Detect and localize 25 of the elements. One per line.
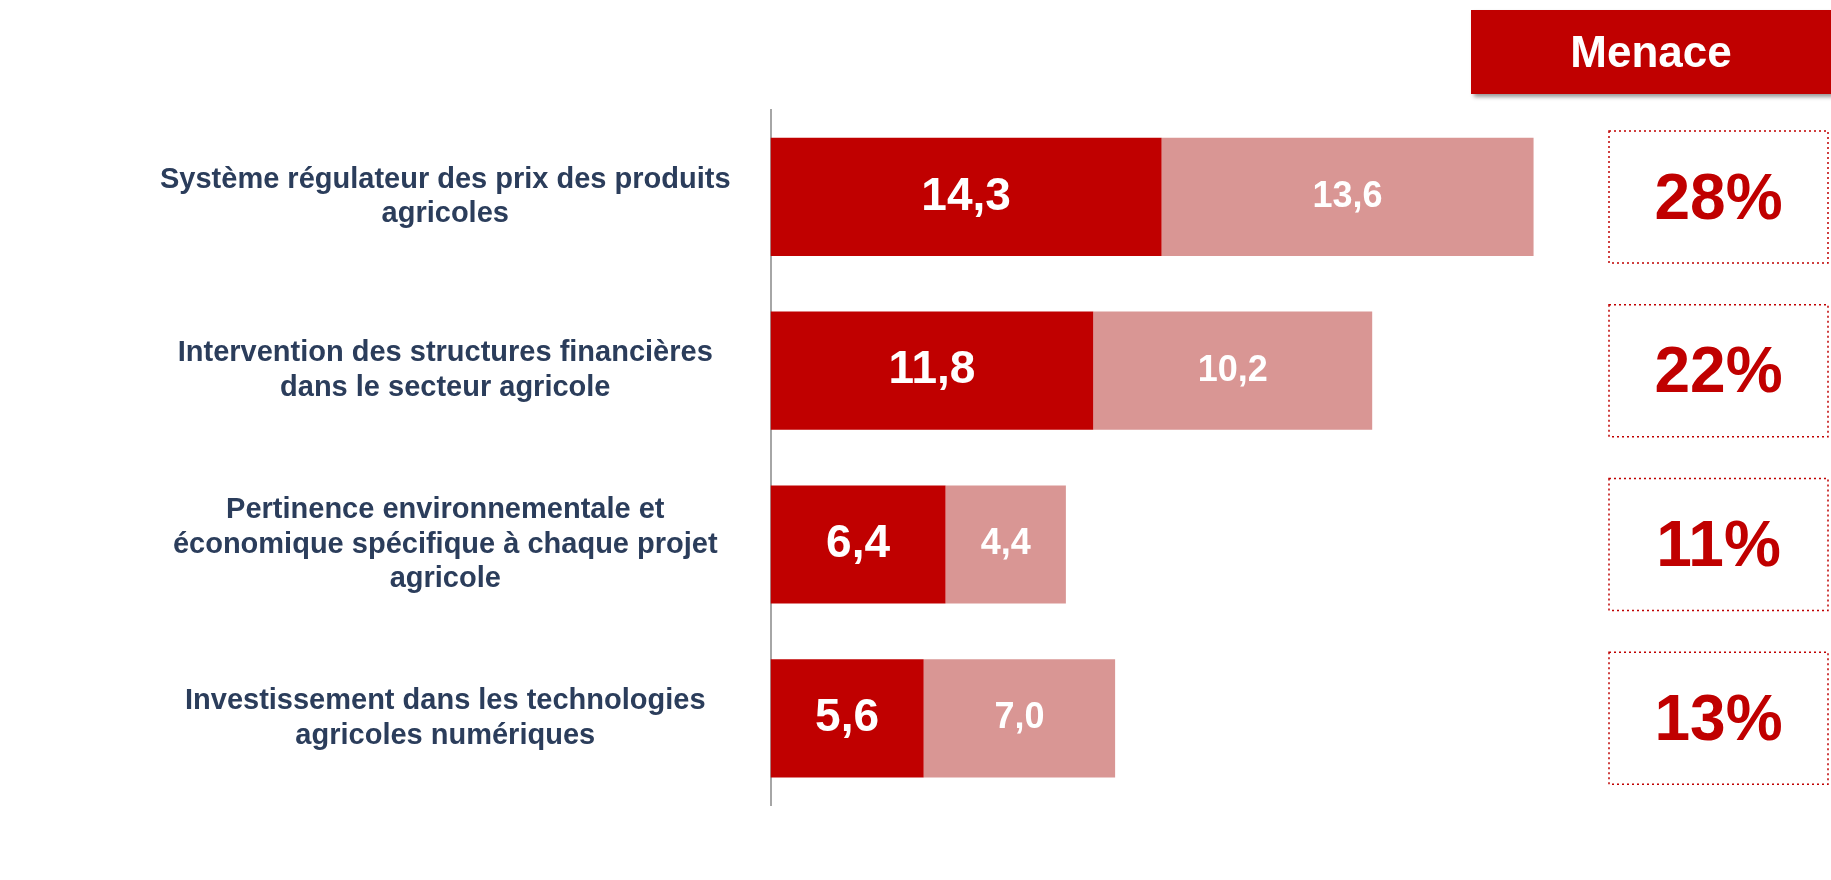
data-label: 14,3 [921, 167, 1011, 220]
bar [923, 659, 1116, 778]
y-tick-label: Intervention des structures financières dans le secteur agricole [177, 335, 713, 403]
data-label: 4,4 [980, 521, 1031, 563]
y-tick-label: Système régulateur des prix des produits agricoles [160, 161, 731, 229]
data-label: 5,6 [815, 688, 880, 741]
text: 13% [1654, 681, 1783, 754]
bar [770, 659, 924, 778]
bar [945, 485, 1066, 604]
text: 22% [1654, 334, 1783, 407]
data-label: 10,2 [1197, 347, 1268, 389]
y-tick-label: Investissement dans les technologies agricoles numériques [184, 682, 706, 750]
bar [770, 311, 1094, 430]
data-label: 6,4 [826, 515, 891, 568]
bar [1093, 311, 1373, 430]
data-label: 13,6 [1312, 173, 1383, 215]
data-label: 7,0 [994, 695, 1045, 737]
text: 28% [1654, 160, 1783, 233]
bar [770, 137, 1162, 256]
text: 11% [1656, 508, 1781, 581]
y-tick-label: Pertinence environnementale et économique spécifique à chaque projet agricole [172, 491, 718, 594]
data-label: 11,8 [888, 341, 976, 394]
text: Menace [1471, 10, 1831, 94]
bar [770, 485, 946, 604]
bar [1161, 137, 1534, 256]
